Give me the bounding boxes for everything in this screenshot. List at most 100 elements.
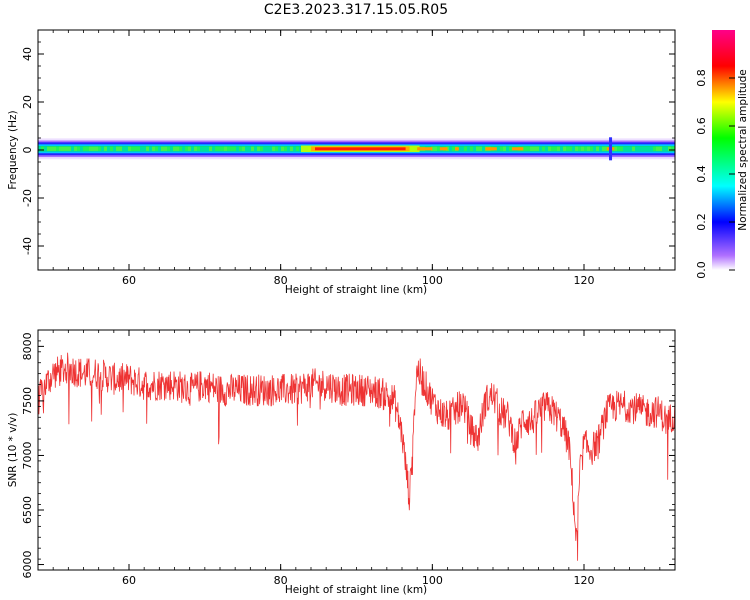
y-tick-label: 6000 xyxy=(21,551,34,579)
band-texture xyxy=(572,146,575,151)
band-texture xyxy=(242,146,245,151)
band-texture xyxy=(557,146,560,151)
band-texture xyxy=(545,146,548,151)
y-tick-label: -40 xyxy=(21,237,34,255)
band-texture xyxy=(77,146,80,151)
band-high-segment xyxy=(485,147,497,151)
band-texture xyxy=(236,146,239,151)
y-tick-label: 7000 xyxy=(21,441,34,469)
band-texture xyxy=(50,146,53,151)
band-texture xyxy=(134,146,137,151)
snr-y-axis-label: SNR (10 * v/v) xyxy=(7,413,19,488)
spectral-band xyxy=(38,137,675,161)
band-texture xyxy=(536,146,539,151)
band-texture xyxy=(278,146,281,151)
band-texture xyxy=(254,146,257,151)
snr-y-tick-labels: 8000 7500 7000 6500 6000 xyxy=(21,332,34,578)
band-peak-max xyxy=(315,147,406,151)
band-texture xyxy=(638,146,641,151)
band-texture xyxy=(101,146,104,151)
band-texture xyxy=(656,146,659,151)
band-texture xyxy=(170,146,173,151)
band-texture xyxy=(650,146,653,151)
band-texture xyxy=(527,146,530,151)
band-texture xyxy=(65,146,68,151)
band-texture xyxy=(161,146,164,151)
band-texture xyxy=(299,146,302,151)
band-texture xyxy=(623,146,626,151)
band-texture xyxy=(41,146,44,151)
spectrogram-x-axis-label: Height of straight line (km) xyxy=(285,284,427,296)
band-texture xyxy=(533,146,536,151)
band-texture xyxy=(668,146,671,151)
band-texture xyxy=(131,146,134,151)
x-tick-label: 60 xyxy=(122,274,136,287)
band-texture xyxy=(197,146,200,151)
colorbar: 0.0 0.2 0.4 0.6 0.8 Normalized spectral … xyxy=(695,30,749,279)
band-texture xyxy=(434,146,437,151)
band-texture xyxy=(173,146,176,151)
y-tick-label: 40 xyxy=(21,47,34,61)
band-texture xyxy=(548,146,551,151)
band-texture xyxy=(578,146,581,151)
band-texture xyxy=(497,146,500,151)
band-texture xyxy=(626,146,629,151)
snr-plot-area xyxy=(38,352,675,561)
band-texture xyxy=(95,146,98,151)
colorbar-tick-label: 0.2 xyxy=(695,213,708,231)
x-tick-label: 120 xyxy=(574,274,595,287)
band-texture xyxy=(290,146,293,151)
y-tick-label: -20 xyxy=(21,189,34,207)
band-texture xyxy=(200,146,203,151)
band-texture xyxy=(467,146,470,151)
colorbar-tick-label: 0.0 xyxy=(695,261,708,279)
band-texture xyxy=(89,146,92,151)
band-texture xyxy=(665,146,668,151)
band-texture xyxy=(245,146,248,151)
figure-title: C2E3.2023.317.15.05.R05 xyxy=(264,2,448,18)
band-texture xyxy=(71,146,74,151)
band-texture xyxy=(233,146,236,151)
band-texture xyxy=(575,146,578,151)
snr-ticks xyxy=(37,329,676,571)
y-tick-label: 6500 xyxy=(21,496,34,524)
band-texture xyxy=(596,146,599,151)
colorbar-tick-label: 0.4 xyxy=(695,165,708,183)
band-texture xyxy=(155,146,158,151)
band-texture xyxy=(164,146,167,151)
band-texture xyxy=(116,146,119,151)
band-texture xyxy=(653,146,656,151)
band-texture xyxy=(503,146,506,151)
band-texture xyxy=(194,146,197,151)
band-texture xyxy=(449,146,452,151)
band-texture xyxy=(182,146,185,151)
x-tick-label: 60 xyxy=(122,574,136,587)
y-tick-label: 20 xyxy=(21,95,34,109)
band-texture xyxy=(215,146,218,151)
band-texture xyxy=(671,146,674,151)
band-texture xyxy=(83,146,86,151)
band-texture xyxy=(176,146,179,151)
x-tick-label: 100 xyxy=(422,274,443,287)
band-texture xyxy=(641,146,644,151)
colorbar-tick-label: 0.6 xyxy=(695,117,708,135)
spectrogram-y-axis-label: Frequency (Hz) xyxy=(7,110,19,189)
band-texture xyxy=(464,146,467,151)
band-texture xyxy=(38,146,41,151)
band-texture xyxy=(125,146,128,151)
band-texture xyxy=(191,146,194,151)
band-texture xyxy=(530,146,533,151)
band-texture xyxy=(86,146,89,151)
band-texture xyxy=(224,146,227,151)
band-texture xyxy=(458,146,461,151)
snr-frame xyxy=(37,329,676,571)
band-texture xyxy=(59,146,62,151)
band-texture xyxy=(605,146,608,151)
band-texture xyxy=(218,146,221,151)
band-high-segment xyxy=(417,147,433,151)
band-texture xyxy=(593,146,596,151)
band-texture xyxy=(506,146,509,151)
band-texture xyxy=(179,146,182,151)
band-texture xyxy=(659,146,662,151)
